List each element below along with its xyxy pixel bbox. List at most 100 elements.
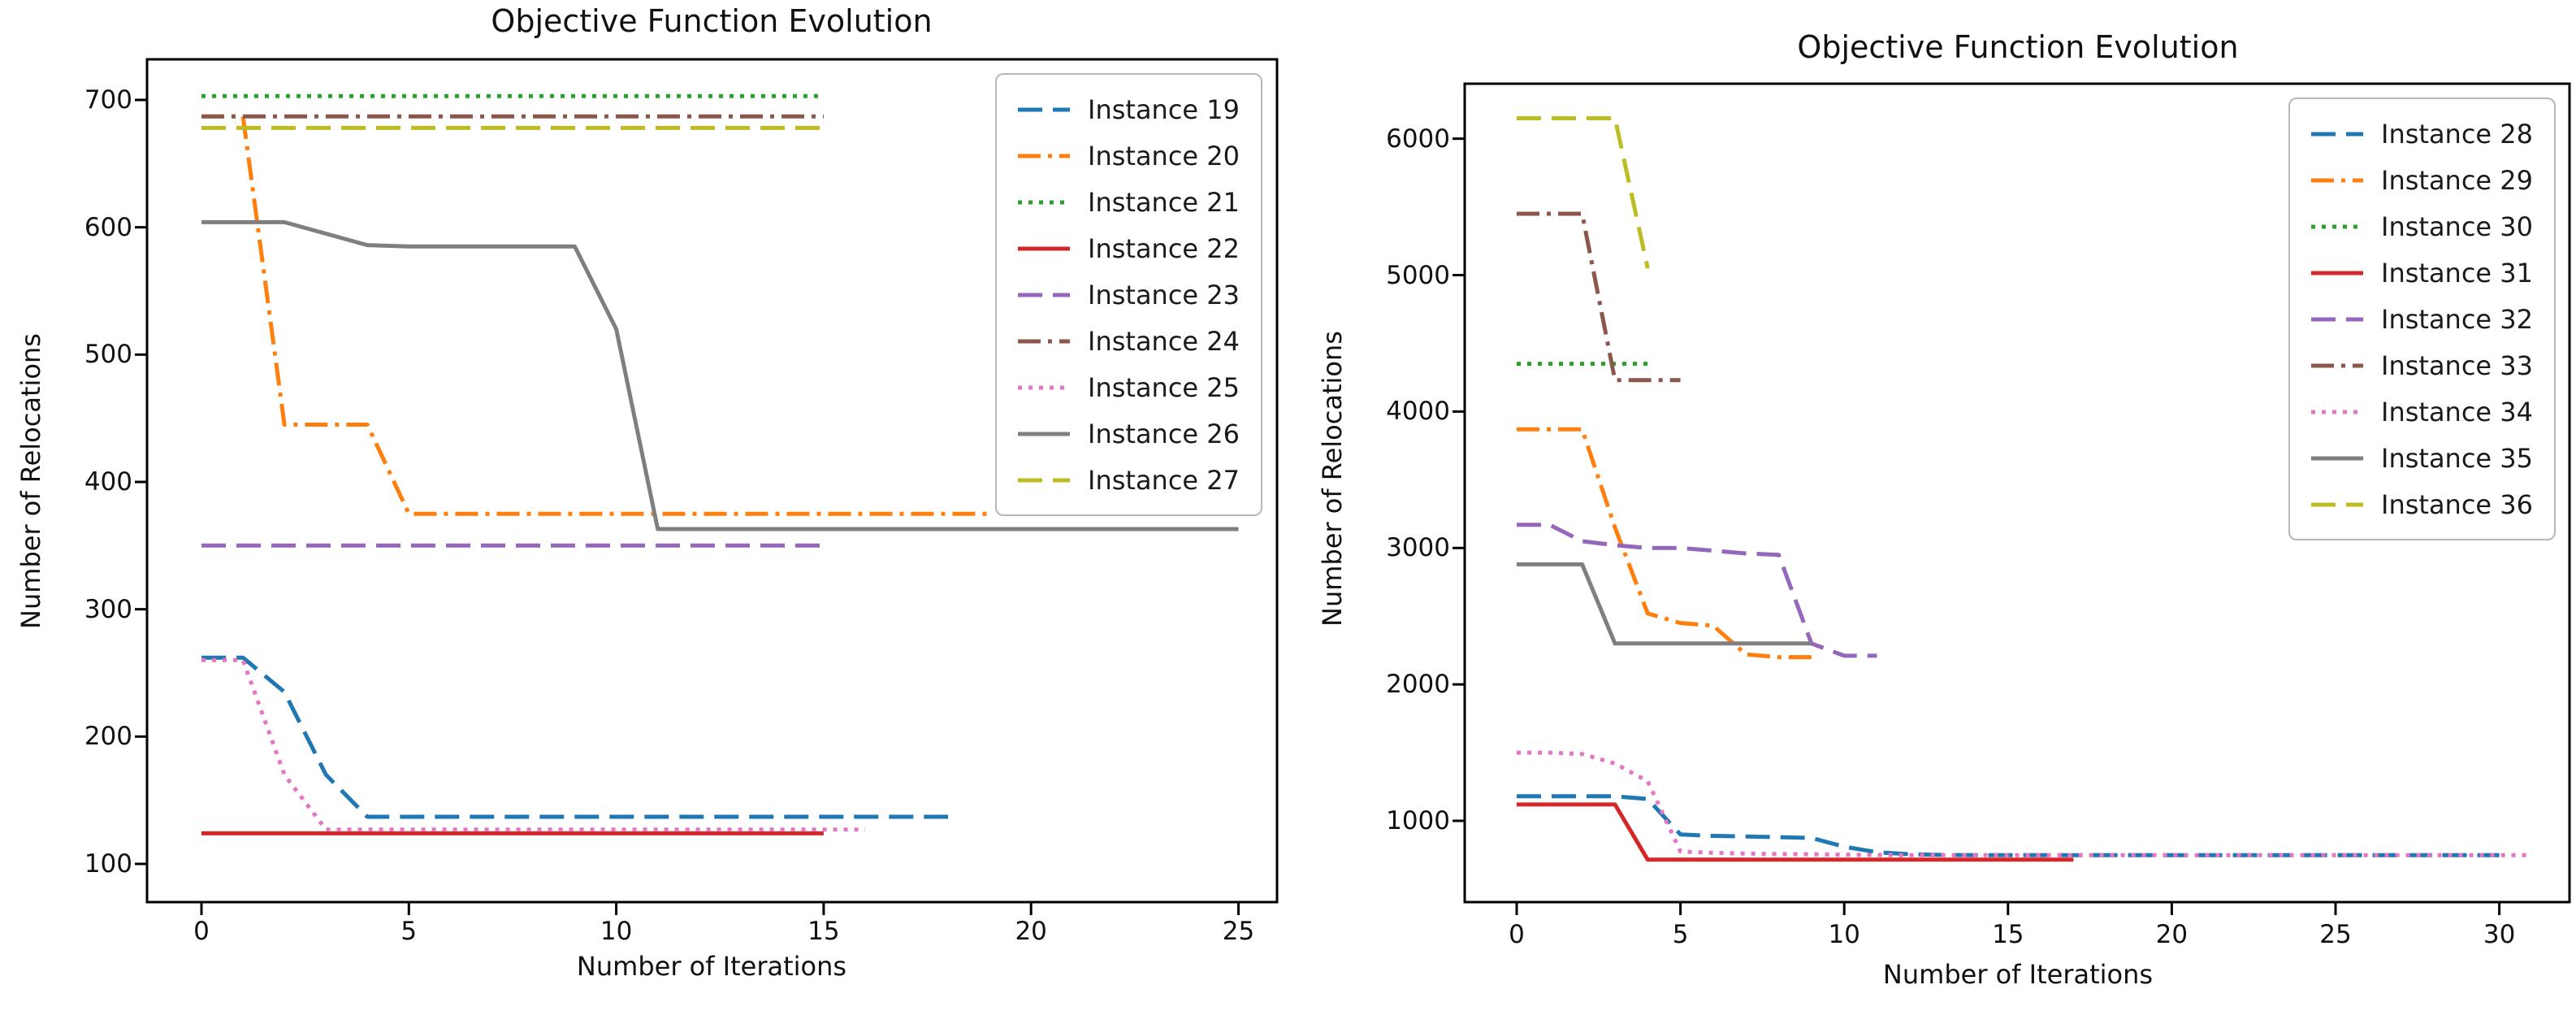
legend-item: Instance 30	[2311, 203, 2533, 249]
legend-item: Instance 21	[1018, 179, 1240, 225]
legend-item: Instance 35	[2311, 435, 2533, 481]
legend-label: Instance 30	[2381, 210, 2533, 242]
legend-line-sample	[2311, 271, 2363, 275]
legend-line-sample	[1018, 432, 1070, 436]
legend-line-sample	[2311, 363, 2363, 367]
legend-label: Instance 32	[2381, 303, 2533, 335]
legend-item: Instance 31	[2311, 249, 2533, 296]
legend-label: Instance 22	[1088, 232, 1240, 264]
legend-item: Instance 26	[1018, 410, 1240, 457]
legend-line-sample	[2311, 317, 2363, 321]
legend-item: Instance 22	[1018, 225, 1240, 271]
legend-line-sample	[1018, 246, 1070, 250]
legend-item: Instance 24	[1018, 318, 1240, 364]
series-line-instance-25	[201, 657, 865, 832]
series-line-instance-33	[1517, 211, 1681, 383]
x-tick-label: 25	[2319, 920, 2352, 949]
legend-item: Instance 20	[1018, 132, 1240, 179]
legend-label: Instance 34	[2381, 396, 2533, 427]
y-tick-label: 300	[84, 594, 132, 624]
series-line-instance-36	[1517, 116, 1650, 269]
right-legend: Instance 28 Instance 29 Instance 30 Instanc…	[2288, 98, 2556, 540]
left-legend: Instance 19 Instance 20 Instance 21 Instanc…	[995, 73, 1262, 516]
series-line-instance-31	[1517, 802, 2074, 862]
legend-label: Instance 36	[2381, 488, 2533, 520]
right-chart-title: Objective Function Evolution	[1797, 29, 2239, 65]
legend-line-sample	[2311, 178, 2363, 182]
legend-item: Instance 36	[2311, 481, 2533, 527]
x-tick-label: 20	[1015, 917, 1047, 946]
legend-label: Instance 31	[2381, 257, 2533, 289]
legend-item: Instance 29	[2311, 157, 2533, 203]
legend-item: Instance 23	[1018, 271, 1240, 318]
legend-line-sample	[1018, 339, 1070, 343]
x-tick-label: 30	[2483, 920, 2516, 949]
legend-label: Instance 29	[2381, 164, 2533, 196]
legend-label: Instance 25	[1088, 371, 1240, 403]
legend-label: Instance 23	[1088, 279, 1240, 310]
legend-item: Instance 28	[2311, 111, 2533, 157]
y-tick-label: 600	[84, 212, 132, 242]
x-tick-label: 5	[400, 917, 418, 946]
series-line-instance-34	[1517, 750, 2532, 857]
series-line-instance-20	[201, 114, 990, 516]
x-tick-label: 20	[2155, 920, 2189, 949]
legend-item: Instance 32	[2311, 296, 2533, 342]
legend-line-sample	[1018, 154, 1070, 158]
y-tick-label: 100	[84, 849, 132, 879]
x-tick-label: 0	[193, 917, 210, 946]
x-tick-label: 25	[1222, 917, 1255, 946]
y-tick-label: 1000	[1386, 806, 1450, 835]
legend-label: Instance 19	[1088, 93, 1240, 125]
series-line-instance-28	[1517, 794, 2500, 857]
y-tick-label: 700	[84, 85, 132, 115]
series-line-instance-29	[1517, 427, 1812, 660]
legend-item: Instance 34	[2311, 388, 2533, 435]
right-yaxis-label: Number of Relocations	[1317, 331, 1348, 627]
x-tick-label: 15	[807, 917, 840, 946]
y-tick-label: 5000	[1386, 260, 1450, 290]
legend-line-sample	[1018, 385, 1070, 389]
legend-label: Instance 35	[2381, 442, 2533, 474]
x-tick-label: 15	[1992, 920, 2024, 949]
series-line-instance-32	[1517, 523, 1877, 658]
y-tick-label: 200	[84, 722, 132, 752]
x-tick-label: 5	[1672, 920, 1689, 949]
legend-label: Instance 24	[1088, 325, 1240, 357]
y-tick-label: 6000	[1386, 124, 1450, 154]
legend-line-sample	[2311, 132, 2363, 136]
legend-line-sample	[1018, 293, 1070, 297]
plot-box-0	[145, 58, 1279, 904]
y-tick-label: 500	[84, 340, 132, 370]
legend-label: Instance 21	[1088, 186, 1240, 218]
legend-label: Instance 26	[1088, 418, 1240, 449]
right-xaxis-label: Number of Iterations	[1882, 959, 2154, 990]
legend-line-sample	[2311, 224, 2363, 228]
legend-line-sample	[2311, 410, 2363, 414]
legend-label: Instance 28	[2381, 118, 2533, 150]
legend-label: Instance 33	[2381, 349, 2533, 381]
left-xaxis-label: Number of Iterations	[576, 951, 847, 982]
legend-item: Instance 27	[1018, 457, 1240, 503]
y-tick-label: 3000	[1386, 533, 1450, 563]
x-tick-label: 0	[1509, 920, 1525, 949]
legend-label: Instance 27	[1088, 464, 1240, 496]
legend-item: Instance 19	[1018, 86, 1240, 132]
y-tick-label: 4000	[1386, 397, 1450, 427]
left-chart-title: Objective Function Evolution	[491, 3, 933, 39]
legend-item: Instance 33	[2311, 342, 2533, 388]
legend-label: Instance 20	[1088, 140, 1240, 171]
x-tick-label: 10	[600, 917, 633, 946]
plot-box-1	[1463, 82, 2571, 904]
y-tick-label: 2000	[1386, 670, 1450, 700]
series-line-instance-26	[201, 219, 1239, 532]
legend-line-sample	[2311, 502, 2363, 506]
legend-item: Instance 25	[1018, 364, 1240, 410]
series-line-instance-35	[1517, 562, 1812, 646]
x-tick-label: 10	[1828, 920, 1860, 949]
y-tick-label: 400	[84, 466, 132, 497]
legend-line-sample	[2311, 456, 2363, 460]
series-line-instance-19	[201, 655, 949, 819]
